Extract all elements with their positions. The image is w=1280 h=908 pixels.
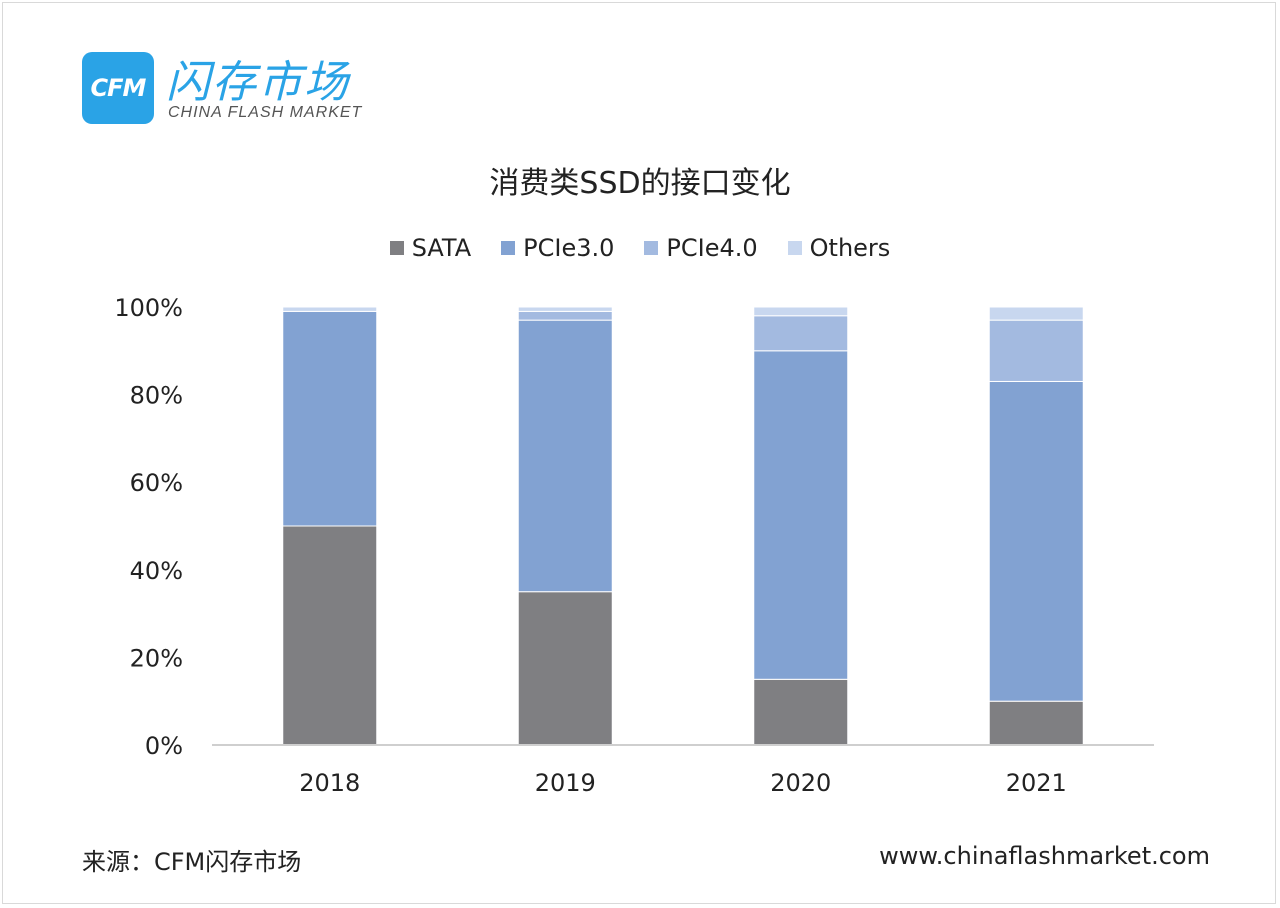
legend-swatch-pcie3 xyxy=(501,241,516,255)
legend-swatch-others xyxy=(787,241,802,255)
legend-label-pcie4: PCIe4.0 xyxy=(666,234,758,262)
logo-name-en: CHINA FLASH MARKET xyxy=(168,104,363,121)
legend-label-sata: SATA xyxy=(411,234,472,262)
x-tick-label: 2019 xyxy=(535,769,596,797)
x-tick-label: 2021 xyxy=(1006,769,1067,797)
legend-swatch-pcie4 xyxy=(644,241,659,255)
chart-title: 消费类SSD的接口变化 xyxy=(489,166,791,201)
x-tick-label: 2020 xyxy=(770,769,831,797)
bar-segment-sata-2020 xyxy=(753,678,849,746)
bar-segment-others-2020 xyxy=(753,306,849,317)
bar-segment-pcie40-2020 xyxy=(753,315,849,352)
website-link[interactable]: www.chinaflashmarket.com xyxy=(879,842,1210,870)
chart-legend: SATA PCIe3.0 PCIe4.0 Others xyxy=(0,234,1280,262)
legend-swatch-sata xyxy=(389,241,404,255)
bar-segment-pcie30-2020 xyxy=(753,350,849,680)
bar-segment-others-2018 xyxy=(282,306,378,312)
bar-segment-others-2019 xyxy=(517,306,613,312)
bar-segment-pcie40-2021 xyxy=(988,319,1084,382)
logo-name-cn: 闪存市场 xyxy=(166,57,350,108)
bar-segment-others-2021 xyxy=(988,306,1084,321)
bar-segment-pcie30-2021 xyxy=(988,380,1084,702)
bar-segment-pcie30-2018 xyxy=(282,310,378,527)
y-tick-label: 60% xyxy=(130,469,183,497)
legend-label-pcie3: PCIe3.0 xyxy=(523,234,615,262)
logo-box-text: CFM xyxy=(90,74,147,102)
legend-label-others: Others xyxy=(809,234,891,262)
bar-segment-pcie30-2019 xyxy=(517,319,613,593)
y-tick-label: 40% xyxy=(130,557,183,585)
bar-segment-sata-2021 xyxy=(988,700,1084,746)
legend-item-sata: SATA xyxy=(389,234,472,262)
bar-segment-sata-2018 xyxy=(282,525,378,746)
cfm-logo: CFM 闪存市场 CHINA FLASH MARKET xyxy=(82,52,382,126)
x-tick-label: 2018 xyxy=(299,769,360,797)
source-label: 来源：CFM闪存市场 xyxy=(82,848,302,876)
cfm-logo-icon xyxy=(82,52,154,124)
y-tick-label: 20% xyxy=(130,644,183,672)
legend-item-others: Others xyxy=(787,234,891,262)
bar-segment-pcie40-2019 xyxy=(517,310,613,321)
legend-item-pcie4: PCIe4.0 xyxy=(644,234,758,262)
y-tick-label: 100% xyxy=(114,294,183,322)
y-tick-label: 80% xyxy=(130,382,183,410)
legend-item-pcie3: PCIe3.0 xyxy=(501,234,614,262)
bar-segment-sata-2019 xyxy=(517,591,613,746)
y-tick-label: 0% xyxy=(145,732,183,760)
